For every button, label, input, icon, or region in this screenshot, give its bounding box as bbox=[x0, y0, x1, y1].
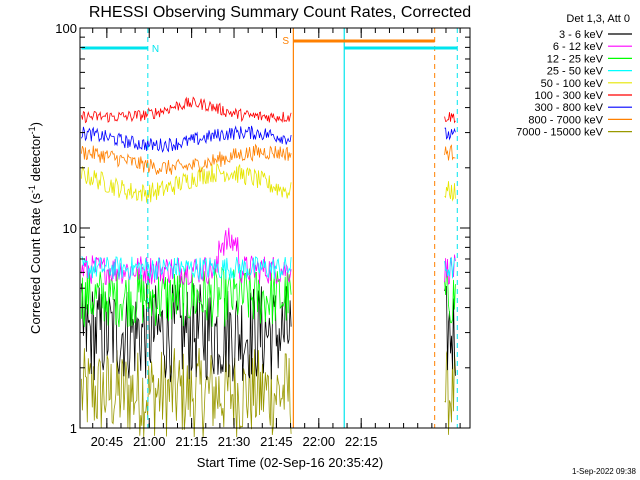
x-tick-label: 21:15 bbox=[175, 434, 208, 449]
y-tick-label: 10 bbox=[63, 221, 77, 236]
y-axis-label-part: -1 bbox=[27, 185, 37, 193]
y-tick-label: 100 bbox=[55, 21, 77, 36]
plot-area: NS bbox=[81, 28, 458, 438]
series-line bbox=[444, 127, 456, 141]
axes: 1 10 100 20:45 21:00 21:15 21:30 21:45 22:00 22:1… bbox=[55, 21, 471, 449]
x-axis-label: Start Time (02-Sep-16 20:35:42) bbox=[197, 455, 383, 470]
legend-entry-label: 6 - 12 keV bbox=[553, 41, 604, 53]
legend-entry-label: 3 - 6 keV bbox=[559, 29, 604, 41]
x-tick-label: 20:45 bbox=[91, 434, 124, 449]
series-line bbox=[81, 125, 292, 153]
night-flag-label: N bbox=[152, 44, 159, 55]
series-line bbox=[81, 143, 292, 175]
generation-timestamp: 1-Sep-2022 09:38 bbox=[572, 467, 637, 476]
x-tick-label: 22:15 bbox=[345, 434, 378, 449]
legend-entry-label: 7000 - 15000 keV bbox=[516, 127, 604, 139]
series-line bbox=[81, 256, 292, 281]
series-line bbox=[444, 349, 456, 435]
legend-entry-label: 100 - 300 keV bbox=[535, 90, 604, 102]
series-line bbox=[444, 144, 456, 161]
series-line bbox=[444, 256, 456, 279]
legend-entry-label: 12 - 25 keV bbox=[547, 53, 604, 65]
series-line bbox=[81, 266, 292, 328]
y-axis-label: Corrected Count Rate (s-1 detector-1) bbox=[27, 122, 43, 334]
legend-entry-label: 50 - 100 keV bbox=[541, 78, 604, 90]
series-line bbox=[444, 112, 456, 124]
series-line bbox=[81, 347, 292, 438]
y-axis-label-part: ) bbox=[28, 122, 43, 126]
legend-entry-label: 25 - 50 keV bbox=[547, 66, 604, 78]
series-line bbox=[444, 285, 456, 376]
chart-title: RHESSI Observing Summary Count Rates, Co… bbox=[89, 4, 471, 21]
series-line bbox=[81, 227, 292, 286]
legend-entry-label: 800 - 7000 keV bbox=[528, 114, 603, 126]
series-line bbox=[444, 181, 456, 202]
series-line bbox=[81, 96, 292, 124]
y-axis-label-part: detector bbox=[28, 134, 43, 185]
legend-entry-label: 300 - 800 keV bbox=[535, 102, 604, 114]
y-axis-label-part: -1 bbox=[27, 126, 37, 134]
y-axis-label-part: Corrected Count Rate (s bbox=[28, 193, 43, 334]
saa-flag-label: S bbox=[282, 36, 289, 47]
legend-header: Det 1,3, Att 0 bbox=[566, 13, 630, 25]
series-line bbox=[81, 162, 292, 203]
x-tick-label: 21:45 bbox=[260, 434, 293, 449]
x-tick-label: 21:30 bbox=[218, 434, 251, 449]
x-tick-label: 21:00 bbox=[133, 434, 166, 449]
y-tick-label: 1 bbox=[70, 421, 77, 436]
x-tick-label: 22:00 bbox=[303, 434, 336, 449]
